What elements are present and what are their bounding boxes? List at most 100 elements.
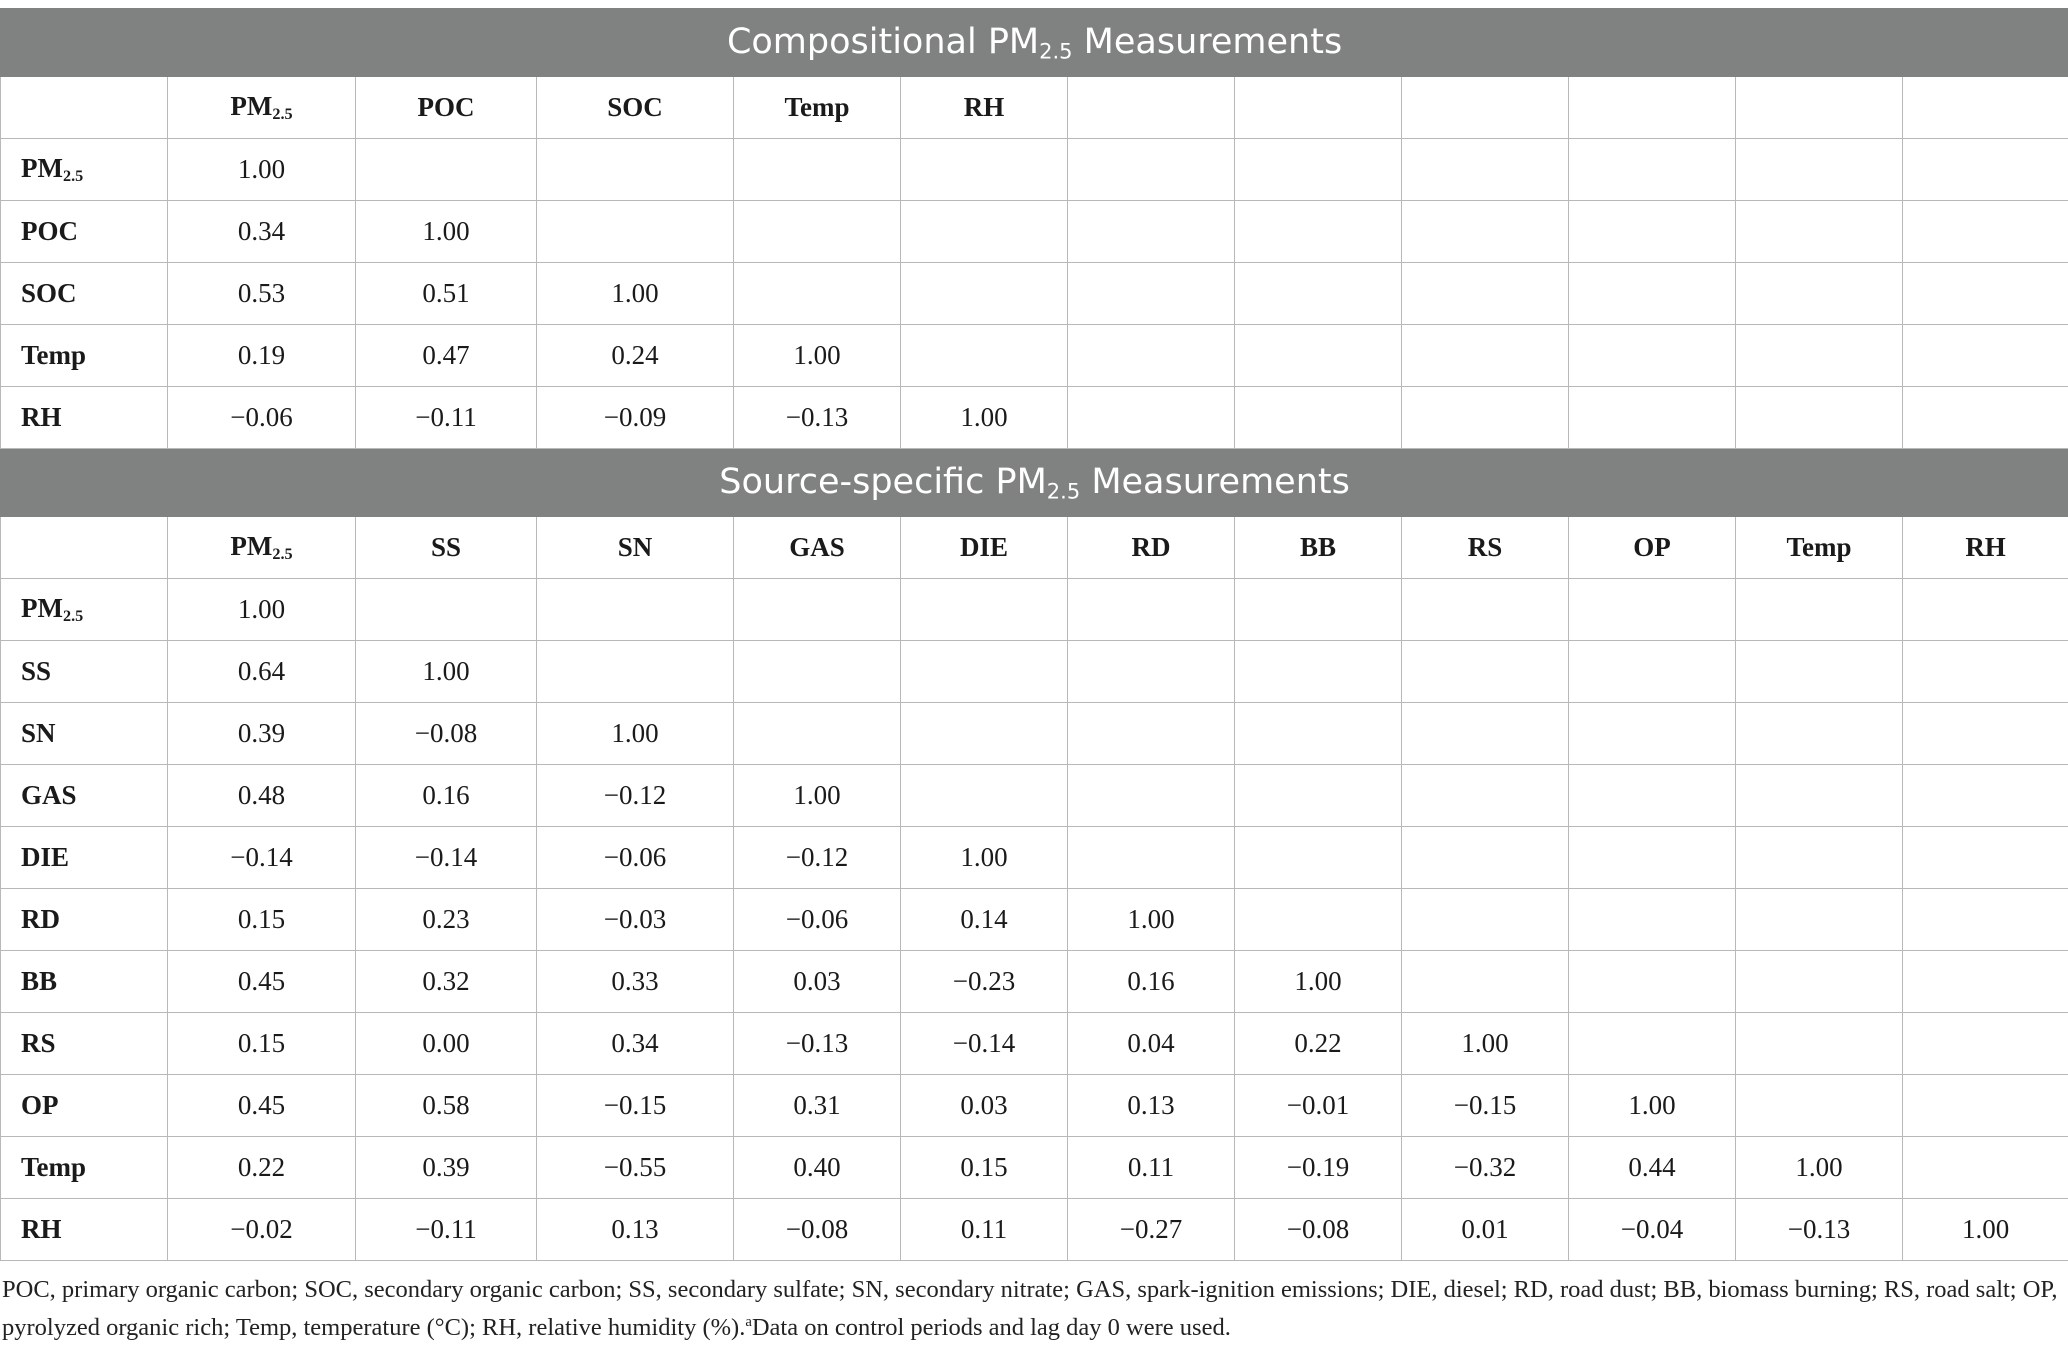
table-cell <box>900 702 1068 765</box>
table-cell <box>1568 324 1736 387</box>
section-title-subscript: 2.5 <box>1039 39 1073 64</box>
table-cell <box>1234 888 1402 951</box>
table-cell <box>1735 888 1903 951</box>
table-cell <box>1234 138 1402 201</box>
table-cell: 0.48 <box>167 764 356 827</box>
table-cell: −0.13 <box>733 1012 901 1075</box>
table-cell <box>1401 578 1569 641</box>
table-cell: 0.11 <box>1067 1136 1235 1199</box>
table-cell: −0.08 <box>733 1198 901 1261</box>
label-text: RH <box>21 402 62 432</box>
row-label: GAS <box>0 764 168 827</box>
correlation-table: Compositional PM2.5 Measurements PM2.5 POC… <box>0 8 2068 1261</box>
table-cell <box>1401 324 1569 387</box>
table-cell <box>1067 324 1235 387</box>
column-header: Temp <box>1735 516 1903 579</box>
table-cell: 0.40 <box>733 1136 901 1199</box>
table-cell: 1.00 <box>733 324 901 387</box>
table-cell: 0.45 <box>167 950 356 1013</box>
table-cell: −0.06 <box>167 386 356 449</box>
table-cell: 0.34 <box>167 200 356 263</box>
column-header <box>1234 76 1402 139</box>
table-row: PM2.5 1.00 <box>0 138 2068 201</box>
label-subscript: 2.5 <box>62 607 84 626</box>
table-cell: −0.02 <box>167 1198 356 1261</box>
label-text: GAS <box>789 532 845 562</box>
footnote-text: POC, primary organic carbon; SOC, second… <box>2 1276 2058 1341</box>
label-text: OP <box>21 1090 59 1120</box>
table-cell: 0.44 <box>1568 1136 1736 1199</box>
table-cell <box>1901 200 2068 263</box>
label-text: DIE <box>21 842 70 872</box>
label-text: PM <box>230 90 273 121</box>
table-cell <box>1568 200 1736 263</box>
label-subscript: 2.5 <box>272 545 293 564</box>
row-label: BB <box>0 950 168 1013</box>
label-text: RD <box>1131 532 1171 562</box>
table-row: SS 0.64 1.00 <box>0 640 2068 703</box>
table-cell: 0.34 <box>536 1012 734 1075</box>
table-cell <box>1568 262 1736 325</box>
table-cell <box>1901 324 2068 387</box>
table-cell <box>1568 138 1736 201</box>
table-cell: 0.47 <box>355 324 537 387</box>
table-cell <box>1568 950 1736 1013</box>
table-row: GAS 0.48 0.16 −0.12 1.00 <box>0 764 2068 827</box>
table-cell <box>900 640 1068 703</box>
label-text: Temp <box>784 92 850 122</box>
table-cell: 0.22 <box>167 1136 356 1199</box>
section-title-suffix: Measurements <box>1072 21 1343 62</box>
column-header: PM2.5 <box>167 76 356 139</box>
table-cell: 0.39 <box>167 702 356 765</box>
table-cell <box>733 200 901 263</box>
table-cell <box>1735 578 1903 641</box>
table-cell: 1.00 <box>355 640 537 703</box>
label-text: GAS <box>21 780 77 810</box>
table-cell <box>1234 640 1402 703</box>
table-cell: −0.04 <box>1568 1198 1736 1261</box>
table-cell <box>1735 200 1903 263</box>
table-cell: 0.14 <box>900 888 1068 951</box>
table-cell <box>1067 826 1235 889</box>
row-label: PM2.5 <box>0 138 168 201</box>
table-cell: −0.03 <box>536 888 734 951</box>
table-cell: 1.00 <box>733 764 901 827</box>
row-label: RS <box>0 1012 168 1075</box>
table-cell: 1.00 <box>1901 1198 2068 1261</box>
table-cell <box>1901 262 2068 325</box>
table-cell: 1.00 <box>167 138 356 201</box>
table-cell: 1.00 <box>1234 950 1402 1013</box>
table-cell <box>1735 324 1903 387</box>
section-title-subscript: 2.5 <box>1046 479 1081 504</box>
table-cell <box>1901 640 2068 703</box>
table-row: RH −0.02 −0.11 0.13 −0.08 0.11 −0.27 −0.08 0.01−… <box>0 1198 2068 1261</box>
table-cell: 0.16 <box>1067 950 1235 1013</box>
table-cell <box>1735 764 1903 827</box>
column-header-row: PM2.5 SS SN GAS DIE RD BB RS OP Temp RH <box>0 516 2068 579</box>
table-cell: 0.64 <box>167 640 356 703</box>
table-cell: 0.23 <box>355 888 537 951</box>
table-cell <box>733 262 901 325</box>
table-cell <box>900 578 1068 641</box>
table-cell: 0.16 <box>355 764 537 827</box>
row-label: Temp <box>0 1136 168 1199</box>
table-cell: 0.22 <box>1234 1012 1402 1075</box>
table-cell <box>1067 578 1235 641</box>
label-text: PM <box>230 530 273 561</box>
table-body: Compositional PM2.5 Measurements PM2.5 POC… <box>0 8 2068 1261</box>
table-cell <box>1067 764 1235 827</box>
table-cell <box>1901 1012 2068 1075</box>
table-cell: 0.03 <box>900 1074 1068 1137</box>
table-cell <box>1901 1136 2068 1199</box>
table-cell <box>1901 888 2068 951</box>
section-title: Compositional PM2.5 Measurements <box>0 8 2068 77</box>
section-title-prefix: Source-specific PM <box>719 461 1047 502</box>
row-label: RH <box>0 386 168 449</box>
label-text: POC <box>417 92 475 122</box>
table-cell <box>1401 950 1569 1013</box>
table-row: RD 0.15 0.23 −0.03 −0.06 0.14 1.00 <box>0 888 2068 951</box>
table-cell <box>733 138 901 201</box>
column-header: SS <box>355 516 537 579</box>
table-cell: −0.19 <box>1234 1136 1402 1199</box>
table-cell <box>1568 702 1736 765</box>
